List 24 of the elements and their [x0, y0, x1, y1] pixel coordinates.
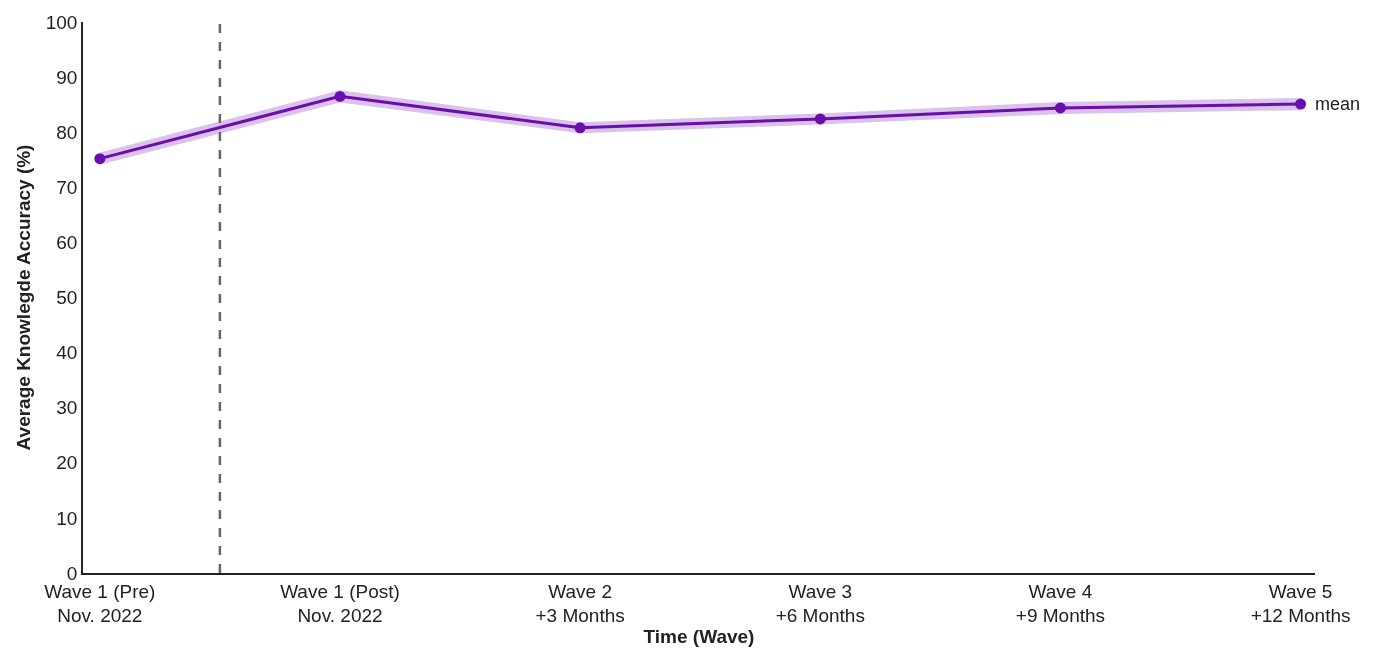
x-tick-label: Wave 4 +9 Months: [1015, 580, 1106, 627]
x-tick-label: Wave 3 +6 Months: [775, 580, 865, 627]
y-tick-label: 40: [56, 342, 78, 364]
y-tick-label: 30: [56, 397, 78, 419]
y-tick-label: 60: [56, 232, 78, 254]
x-tick-label: Wave 2 +3 Months: [535, 580, 625, 627]
point: [334, 90, 346, 102]
x-tick-label: Wave 5 +12 Months: [1250, 580, 1351, 627]
y-tick-label: 80: [56, 121, 78, 143]
y-tick-label: 90: [56, 66, 78, 88]
series-label: mean: [1315, 94, 1361, 114]
x-tick-label: Wave 1 (Post) Nov. 2022: [280, 580, 400, 627]
y-axis-title: Average Knowlegde Accuracy (%): [13, 144, 35, 451]
point: [1054, 102, 1066, 114]
y-tick-label: 10: [56, 507, 78, 529]
x-axis-title: Time (Wave): [643, 625, 755, 647]
y-tick-label: 70: [56, 176, 78, 198]
y-tick-label: 50: [56, 287, 78, 309]
point: [1295, 98, 1307, 110]
point: [814, 113, 826, 125]
y-tick-label: 20: [56, 452, 78, 474]
point: [574, 122, 586, 134]
point: [94, 153, 106, 165]
y-tick-label: 100: [45, 11, 78, 33]
